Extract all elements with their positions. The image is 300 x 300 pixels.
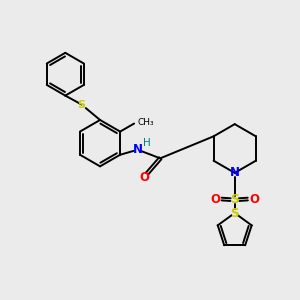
Text: N: N <box>133 143 143 156</box>
Text: S: S <box>230 206 239 220</box>
Text: S: S <box>78 100 86 110</box>
Text: N: N <box>230 167 240 179</box>
Text: O: O <box>249 193 259 206</box>
Text: H: H <box>143 138 151 148</box>
Text: CH₃: CH₃ <box>137 118 154 127</box>
Text: S: S <box>230 193 239 206</box>
Text: O: O <box>210 193 220 206</box>
Text: O: O <box>139 171 149 184</box>
